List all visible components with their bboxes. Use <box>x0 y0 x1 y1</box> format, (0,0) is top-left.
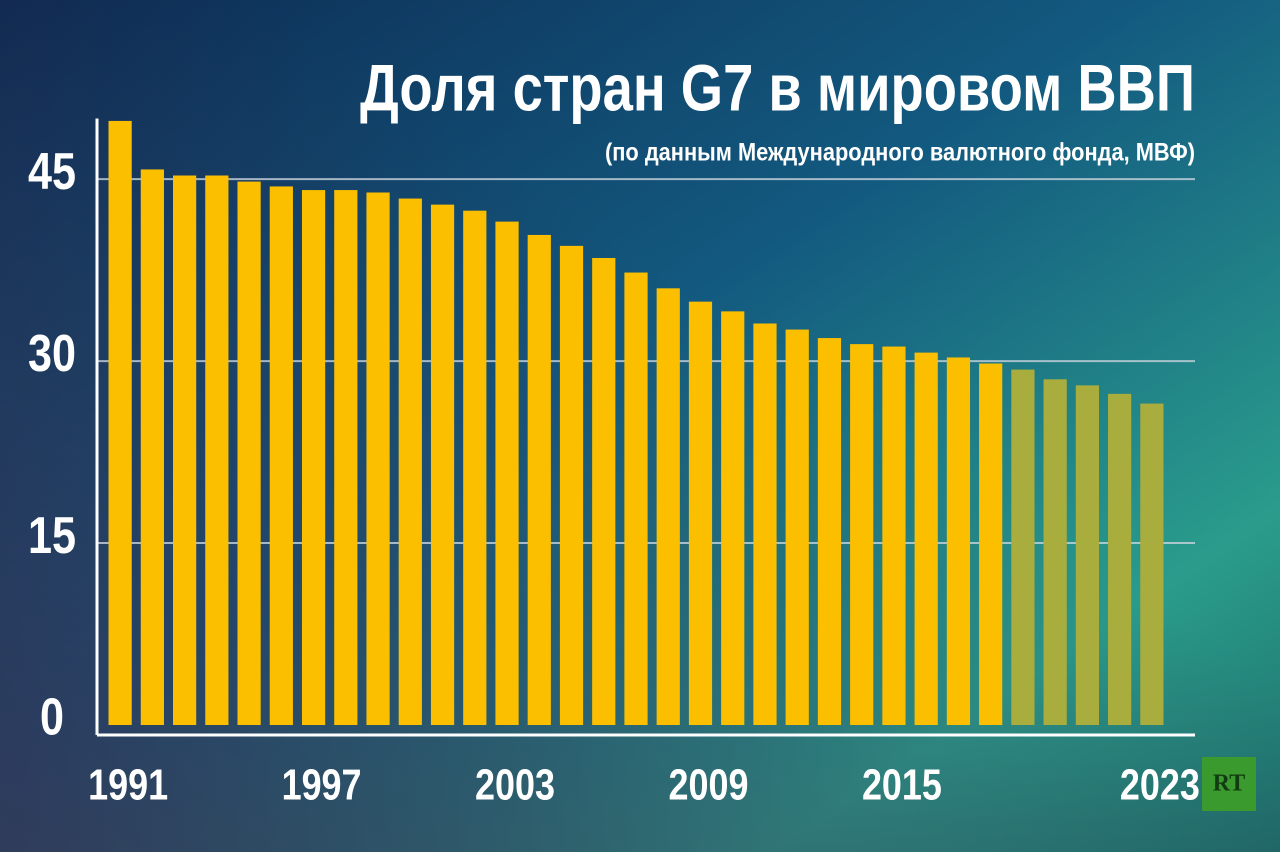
logo: RT <box>1213 771 1246 797</box>
bar <box>172 175 197 726</box>
chart-subtitle: (по данным Международного валютного фонд… <box>605 139 1195 167</box>
y-tick-label: 15 <box>28 507 76 565</box>
chart-title: Доля стран G7 в мировом ВВП <box>360 50 1195 124</box>
bar <box>334 190 358 725</box>
bar <box>882 346 906 725</box>
bar <box>108 120 132 725</box>
x-tick-label: 2009 <box>668 761 748 810</box>
x-tick-label: 1997 <box>282 761 362 810</box>
x-tick-label: 2003 <box>475 761 555 810</box>
bar <box>205 175 229 726</box>
bar <box>721 311 745 725</box>
bar <box>1011 369 1035 725</box>
bar <box>366 192 390 726</box>
y-tick-label: 0 <box>40 689 64 747</box>
bar <box>559 245 584 726</box>
bar <box>301 190 326 725</box>
bar <box>430 204 455 726</box>
bar <box>1108 393 1132 725</box>
x-tick-label: 2015 <box>862 761 942 810</box>
bar <box>914 352 938 725</box>
x-tick-label: 2023 <box>1120 761 1200 810</box>
bar <box>1140 403 1164 725</box>
bar <box>753 323 777 725</box>
bar <box>785 329 809 725</box>
x-tick-label: 1991 <box>88 761 168 810</box>
bar <box>463 210 487 726</box>
bar <box>656 288 680 725</box>
bar <box>140 169 164 726</box>
plot-area: 0 15 30 45 1991 1997 2003 2009 2015 2023 <box>28 118 1200 810</box>
y-tick-label: 30 <box>28 325 76 383</box>
bar <box>398 198 422 726</box>
bar <box>979 363 1003 725</box>
bar <box>1075 385 1100 725</box>
bar <box>624 272 648 725</box>
logo-box <box>1202 757 1256 811</box>
bar <box>527 234 551 725</box>
bar <box>237 181 261 726</box>
bar <box>495 221 519 726</box>
y-tick-label: 45 <box>28 143 76 201</box>
bar <box>946 357 971 725</box>
bar <box>850 344 874 725</box>
bar <box>592 257 616 725</box>
bar <box>1043 379 1067 725</box>
bar <box>688 301 713 725</box>
bar <box>269 186 293 726</box>
bar <box>817 338 842 725</box>
